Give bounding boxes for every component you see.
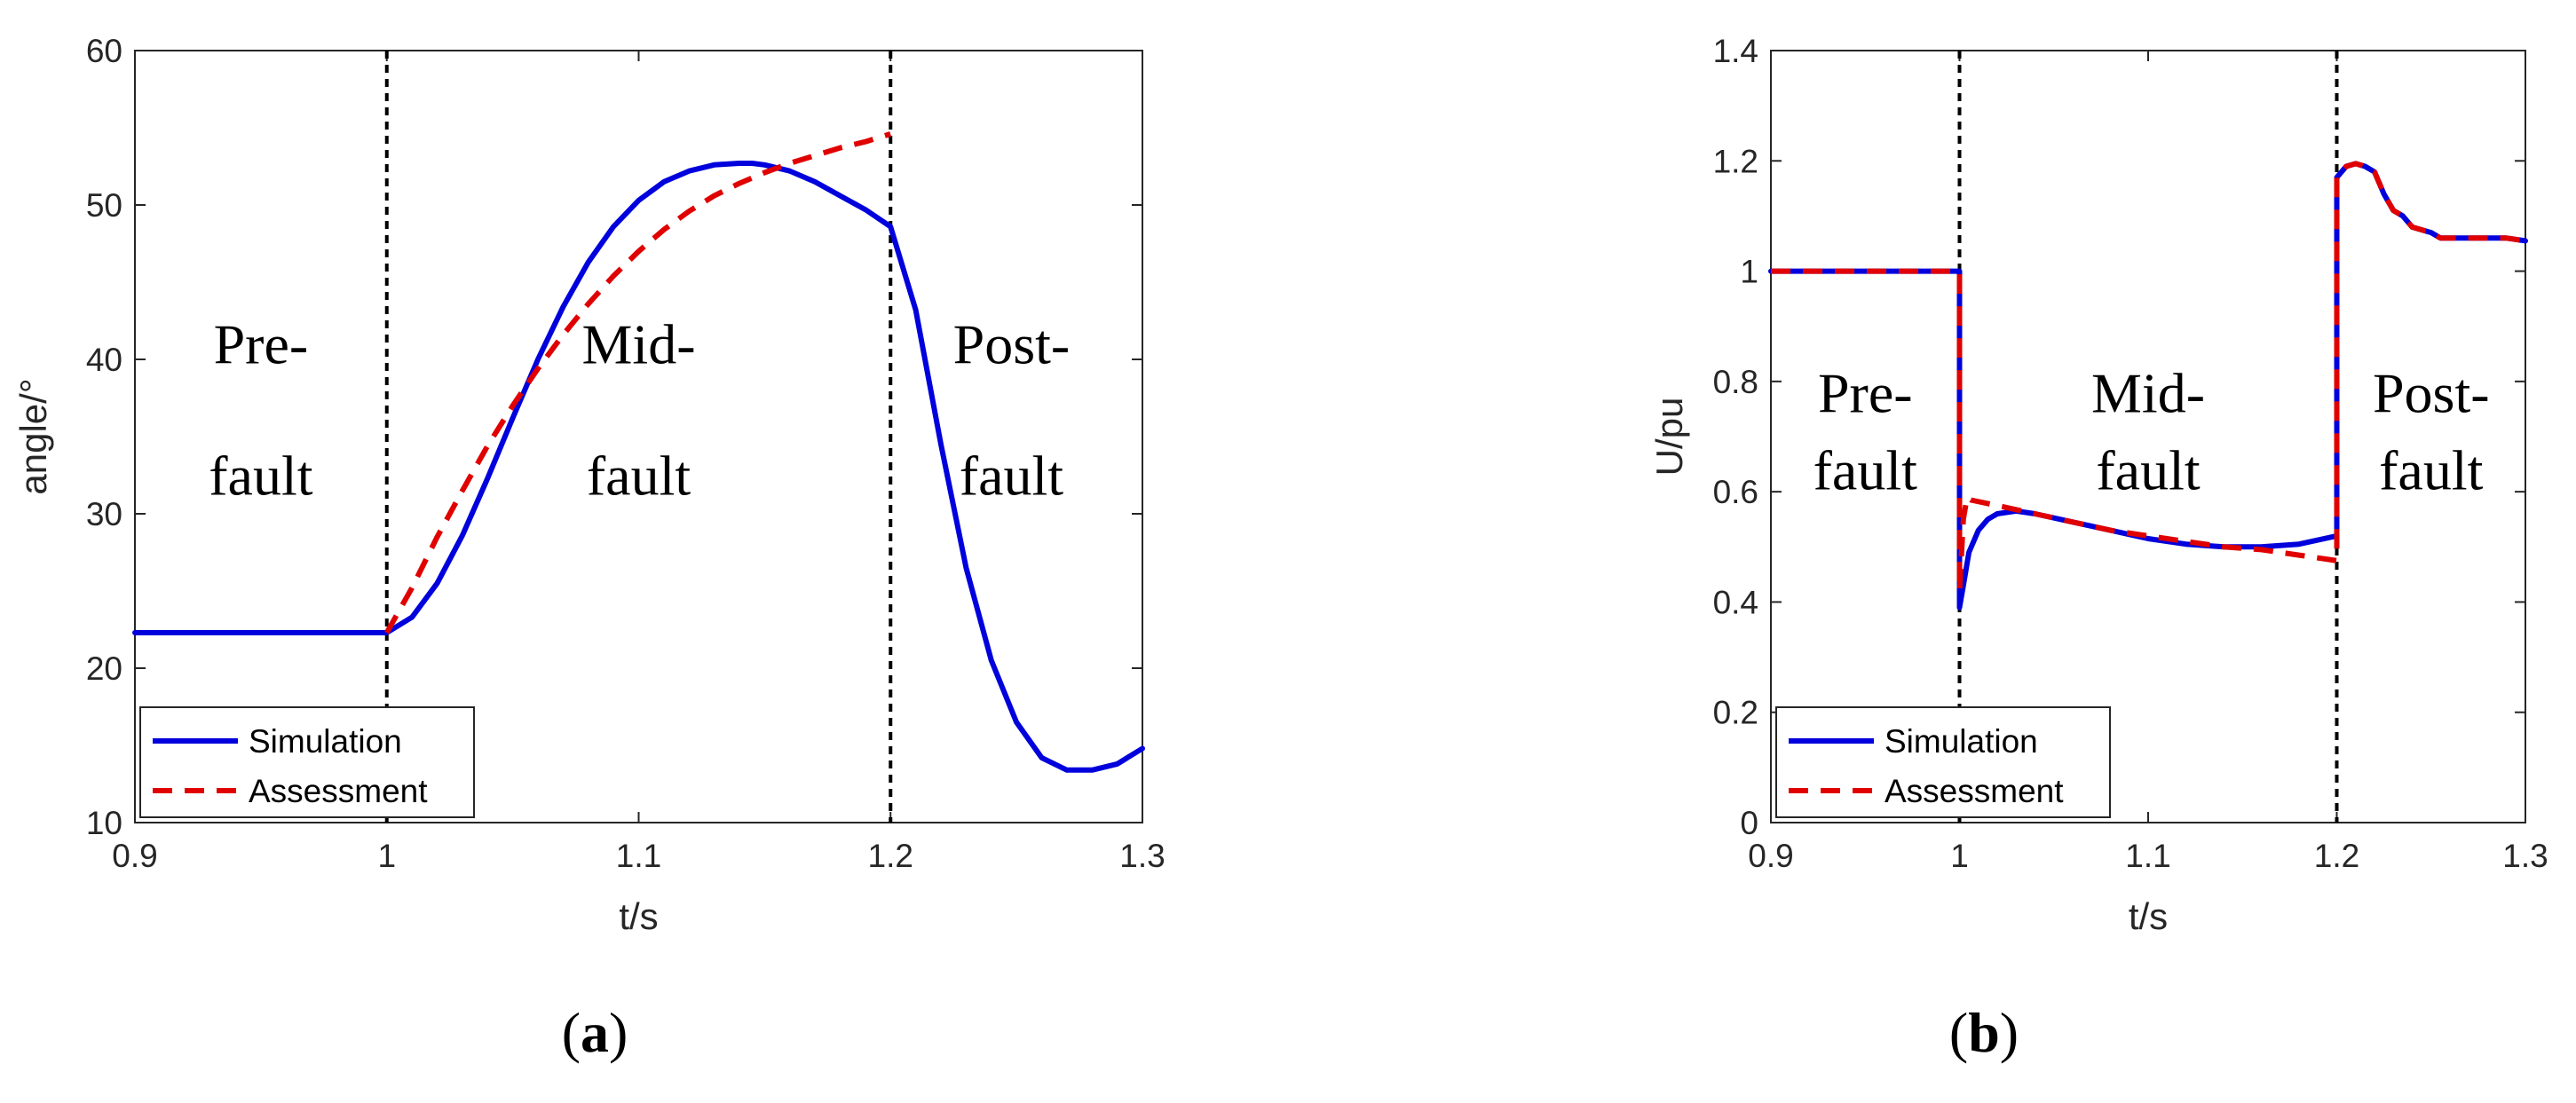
plot-frame: [1770, 50, 2526, 823]
panel-caption: (b): [1949, 1001, 2019, 1064]
region-label: fault: [960, 445, 1064, 508]
y-axis-label: angle/°: [12, 378, 54, 494]
caption-open: (: [1949, 1001, 1968, 1064]
x-tick-label: 1: [1950, 838, 1969, 874]
legend-box: [139, 706, 475, 818]
x-tick-label: 1.1: [616, 838, 661, 874]
x-tick-label: 0.9: [112, 838, 157, 874]
y-tick-label: 10: [86, 805, 122, 841]
series-line-assessment: [384, 131, 892, 634]
x-tick-label: 1.3: [1119, 838, 1165, 874]
legend-box: [1775, 706, 2111, 818]
caption-close: ): [609, 1001, 628, 1064]
y-tick-label: 40: [86, 342, 122, 378]
plot-frame: [134, 50, 1143, 823]
legend-entry: Assessment: [1885, 773, 2064, 809]
caption-open: (: [562, 1001, 581, 1064]
series-line-simulation: [132, 161, 1145, 773]
region-label: Post-: [2373, 361, 2490, 424]
legend-entry: Simulation: [1885, 723, 2038, 760]
y-tick-label: 1: [1740, 254, 1758, 290]
region-label: fault: [1813, 438, 1918, 501]
region-label: Pre-: [1818, 361, 1913, 424]
region-label: fault: [209, 445, 313, 508]
x-tick-label: 0.9: [1748, 838, 1793, 874]
y-tick-label: 1.4: [1713, 33, 1758, 69]
x-tick-label: 1.3: [2502, 838, 2548, 874]
y-tick-label: 0.8: [1713, 364, 1758, 400]
region-label: Pre-: [214, 313, 309, 376]
chart-panel-a: 0.9 1 1.1 1.2 1.3 10 20 30 40 50 60 t/s angle/° Pre-f…: [12, 33, 1166, 1064]
caption-close: ): [2000, 1001, 2019, 1064]
panel-caption: (a): [562, 1001, 628, 1064]
region-label: fault: [2379, 438, 2484, 501]
y-tick-label: 20: [86, 650, 122, 687]
y-tick-label: 0.2: [1713, 695, 1758, 731]
x-tick-label: 1: [377, 838, 396, 874]
series-line-assessment: [1771, 161, 2526, 594]
x-tick-label: 1.1: [2125, 838, 2170, 874]
x-tick-label: 1.2: [868, 838, 913, 874]
y-tick-label: 0.4: [1713, 584, 1758, 620]
region-label: fault: [2096, 438, 2201, 501]
caption-letter: a: [581, 1001, 609, 1064]
legend-entry: Assessment: [249, 773, 428, 809]
y-tick-label: 0: [1740, 805, 1758, 841]
y-tick-label: 1.2: [1713, 143, 1758, 179]
region-label: Post-: [953, 313, 1071, 376]
x-axis-label: t/s: [619, 895, 658, 937]
region-label: Mid-: [582, 313, 696, 376]
region-label: Mid-: [2091, 361, 2205, 424]
x-tick-label: 1.2: [2314, 838, 2359, 874]
region-label: fault: [587, 445, 691, 508]
chart-panel-b: 0.9 1 1.1 1.2 1.3 0 0.2 0.4 0.6 0.8 1 1.2 1.4 t/s U/pu…: [1648, 33, 2548, 1064]
legend-entry: Simulation: [249, 723, 402, 760]
y-tick-label: 50: [86, 187, 122, 224]
y-tick-label: 60: [86, 33, 122, 69]
y-axis-label: U/pu: [1648, 398, 1690, 477]
x-axis-label: t/s: [2129, 895, 2168, 937]
y-tick-label: 0.6: [1713, 474, 1758, 510]
y-tick-label: 30: [86, 496, 122, 532]
caption-letter: b: [1968, 1001, 2000, 1064]
